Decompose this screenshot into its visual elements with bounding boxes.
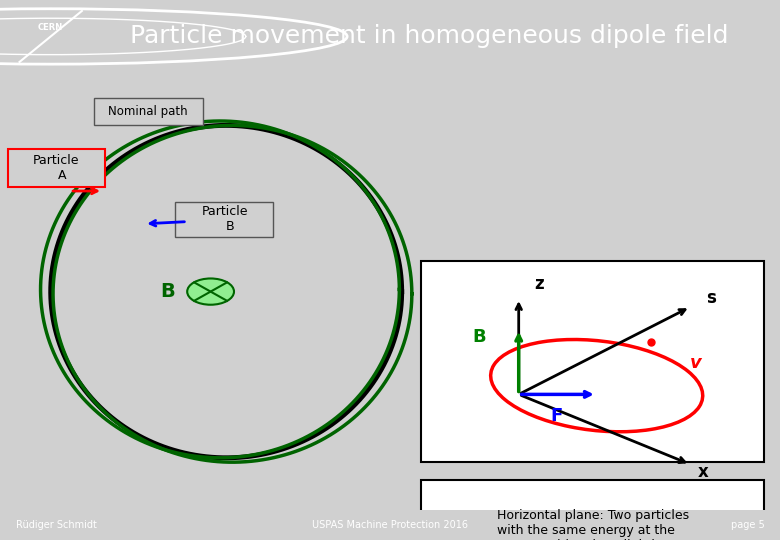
Text: B: B [161, 282, 175, 301]
Text: Particle
   B: Particle B [201, 205, 248, 233]
Text: Particle movement in homogeneous dipole field: Particle movement in homogeneous dipole … [129, 24, 729, 49]
Text: z: z [534, 275, 544, 293]
Text: F: F [550, 407, 562, 424]
FancyBboxPatch shape [421, 261, 764, 462]
FancyBboxPatch shape [94, 98, 203, 125]
FancyBboxPatch shape [176, 202, 273, 237]
Text: x: x [698, 463, 709, 482]
Text: B: B [472, 328, 485, 346]
Text: Horizontal plane: Two particles
with the same energy at the
same position, but s: Horizontal plane: Two particles with the… [497, 509, 689, 540]
FancyBboxPatch shape [8, 150, 105, 187]
Text: page 5: page 5 [731, 520, 764, 530]
Text: Rüdiger Schmidt: Rüdiger Schmidt [16, 520, 97, 530]
Text: s: s [706, 288, 716, 307]
Text: CERN: CERN [38, 23, 63, 32]
Text: Nominal path: Nominal path [108, 105, 188, 118]
FancyBboxPatch shape [421, 480, 764, 540]
Text: v: v [690, 354, 702, 372]
Text: USPAS Machine Protection 2016: USPAS Machine Protection 2016 [312, 520, 468, 530]
Circle shape [187, 279, 234, 305]
Text: Particle
   A: Particle A [33, 154, 80, 182]
